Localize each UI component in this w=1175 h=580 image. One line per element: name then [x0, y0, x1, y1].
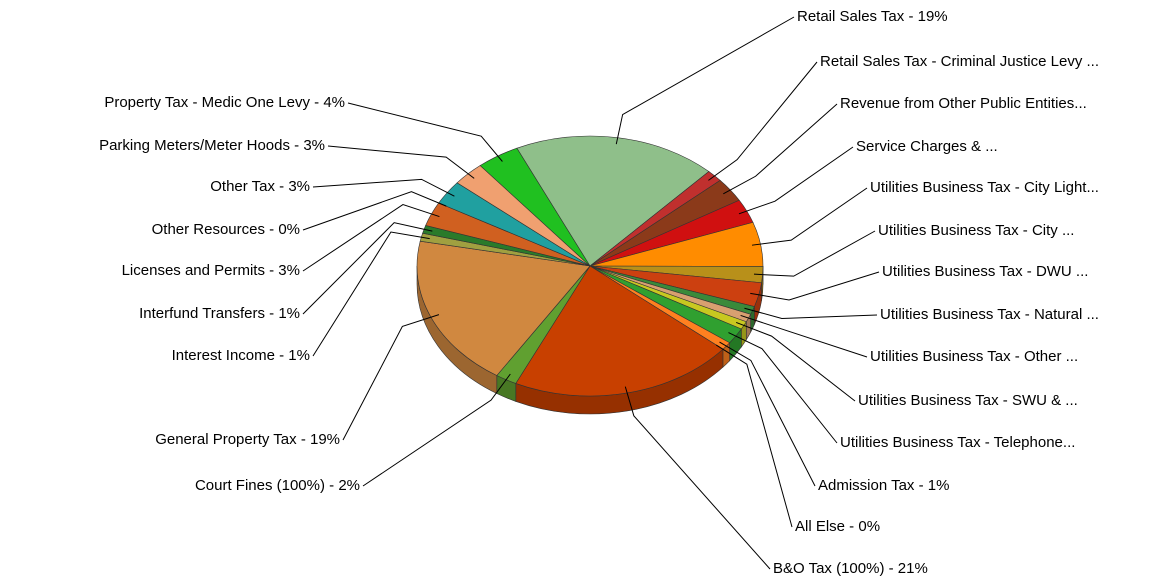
leader-line	[302, 191, 447, 231]
slice-label: Property Tax - Medic One Levy - 4%	[104, 94, 345, 111]
slice-label: Utilities Business Tax - SWU & ...	[858, 392, 1078, 409]
leader-line	[312, 231, 430, 357]
leader-line	[735, 321, 856, 402]
leader-line	[708, 61, 818, 181]
slice-label: Parking Meters/Meter Hoods - 3%	[99, 137, 325, 154]
slice-label: Other Resources - 0%	[152, 221, 300, 238]
slice-label: Utilities Business Tax - Other ...	[870, 348, 1078, 365]
slice-label: Utilities Business Tax - Natural ...	[880, 306, 1099, 323]
leader-line	[302, 204, 440, 272]
leader-line	[744, 307, 878, 319]
leader-line	[750, 271, 880, 301]
leader-line	[740, 314, 868, 358]
slice-label: General Property Tax - 19%	[155, 431, 340, 448]
leader-line	[723, 103, 838, 195]
slice-label: Revenue from Other Public Entities...	[840, 95, 1087, 112]
slice-label: Service Charges & ...	[856, 138, 998, 155]
slice-label: Utilities Business Tax - City ...	[878, 222, 1074, 239]
leader-line	[347, 102, 503, 162]
slice-label: Admission Tax - 1%	[818, 477, 949, 494]
leader-line	[753, 230, 876, 277]
slice-label: Utilities Business Tax - DWU ...	[882, 263, 1088, 280]
leader-line	[728, 332, 838, 444]
slice-label: Interest Income - 1%	[172, 347, 310, 364]
leader-line	[342, 314, 440, 441]
slice-label: Retail Sales Tax - 19%	[797, 8, 948, 25]
leader-line	[362, 373, 511, 487]
leader-line	[312, 178, 455, 197]
slice-label: Utilities Business Tax - Telephone...	[840, 434, 1075, 451]
slice-label: B&O Tax (100%) - 21%	[773, 560, 928, 577]
leader-line	[751, 187, 868, 246]
slice-label: All Else - 0%	[795, 518, 880, 535]
leader-line	[738, 146, 854, 215]
slice-label: Utilities Business Tax - City Light...	[870, 179, 1099, 196]
leader-line	[302, 222, 433, 315]
slice-label: Retail Sales Tax - Criminal Justice Levy…	[820, 53, 1099, 70]
leader-line	[716, 344, 793, 528]
leader-line	[327, 145, 475, 179]
leader-line	[719, 341, 816, 487]
slice-label: Licenses and Permits - 3%	[122, 262, 300, 279]
leader-line	[624, 386, 771, 570]
slice-label: Other Tax - 3%	[210, 178, 310, 195]
leader-line	[615, 16, 795, 145]
slice-label: Court Fines (100%) - 2%	[195, 477, 360, 494]
slice-label: Interfund Transfers - 1%	[139, 305, 300, 322]
